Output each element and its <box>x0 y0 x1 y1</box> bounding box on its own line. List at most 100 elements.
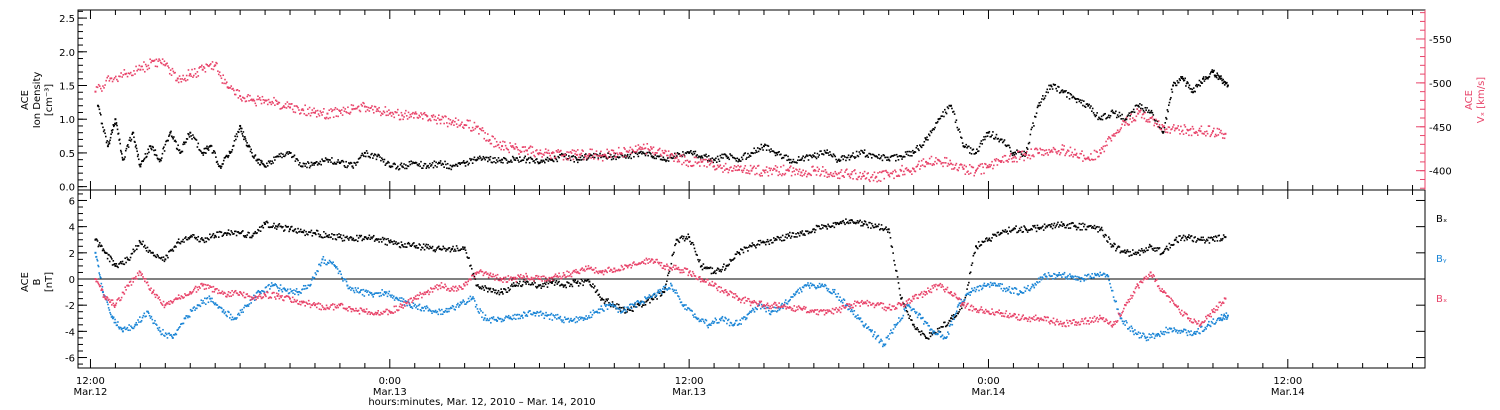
data-dot-p1-s0 <box>734 253 737 256</box>
data-dot-p1-s1 <box>163 335 166 337</box>
data-dot-p1-s0 <box>244 235 247 237</box>
data-dot-p0-s1 <box>949 159 951 162</box>
data-dot-p1-s0 <box>1009 230 1011 232</box>
data-point-p1-s0-49 <box>700 264 703 267</box>
data-dot-p0-s1 <box>184 79 187 82</box>
data-dot-p0-s0 <box>958 128 960 131</box>
data-point-p1-s0-52 <box>738 251 741 254</box>
data-dot-p0-s0 <box>685 152 688 155</box>
data-point-p0-s0-79 <box>1024 151 1027 154</box>
data-dot-p0-s0 <box>1081 99 1083 102</box>
data-dot-p1-s0 <box>404 243 406 245</box>
data-dot-p1-s0 <box>927 338 930 340</box>
data-dot-p0-s0 <box>1132 108 1135 111</box>
data-dot-p1-s0 <box>478 287 481 290</box>
data-dot-p0-s1 <box>141 65 143 68</box>
data-point-p1-s1-53 <box>745 317 748 320</box>
data-dot-p0-s0 <box>295 158 298 160</box>
data-dot-p1-s1 <box>604 305 607 308</box>
data-dot-p0-s1 <box>1193 131 1196 134</box>
data-dot-p1-s0 <box>184 237 186 240</box>
data-dot-p1-s0 <box>365 237 368 240</box>
data-dot-p1-s1 <box>416 305 418 307</box>
data-point-p1-s0-35 <box>526 280 528 283</box>
data-dot-p1-s1 <box>498 317 500 320</box>
data-dot-p1-s0 <box>274 225 277 227</box>
data-dot-p0-s1 <box>1079 152 1082 155</box>
data-dot-p1-s1 <box>96 258 98 261</box>
data-point-p1-s0-88 <box>1187 236 1190 239</box>
data-dot-p0-s1 <box>946 165 949 167</box>
data-dot-p1-s0 <box>447 247 450 249</box>
data-dot-p1-s1 <box>290 290 293 293</box>
data-dot-p0-s1 <box>484 132 486 134</box>
data-dot-p0-s1 <box>208 65 210 68</box>
data-dot-p0-s1 <box>530 152 533 154</box>
data-dot-p0-s0 <box>114 122 116 125</box>
data-dot-p0-s1 <box>502 140 504 143</box>
data-dot-p0-s1 <box>991 160 993 163</box>
data-dot-p0-s0 <box>319 160 322 163</box>
data-dot-p0-s1 <box>537 153 540 156</box>
data-dot-p0-s0 <box>156 157 159 160</box>
data-dot-p1-s0 <box>804 234 806 237</box>
data-dot-p0-s0 <box>1110 110 1113 113</box>
data-dot-p0-s0 <box>872 153 875 156</box>
data-dot-p1-s1 <box>457 302 459 305</box>
data-dot-p1-s0 <box>481 285 484 288</box>
data-dot-p1-s0 <box>136 245 139 247</box>
data-dot-p0-s0 <box>496 160 499 163</box>
data-dot-p1-s1 <box>116 324 118 326</box>
data-dot-p1-s0 <box>181 240 184 243</box>
data-dot-p0-s1 <box>354 108 356 110</box>
data-dot-p0-s1 <box>450 123 453 126</box>
data-dot-p0-s1 <box>586 154 589 157</box>
data-dot-p1-s0 <box>802 234 804 236</box>
data-dot-p1-s0 <box>503 288 505 290</box>
data-dot-p0-s1 <box>472 129 475 131</box>
data-dot-p1-s1 <box>696 318 699 321</box>
data-dot-p1-s1 <box>565 318 568 320</box>
data-dot-p1-s1 <box>589 311 592 314</box>
data-dot-p0-s1 <box>979 163 982 166</box>
data-dot-p1-s0 <box>827 223 829 226</box>
data-dot-p0-s0 <box>253 157 255 159</box>
data-dot-p0-s1 <box>229 87 232 89</box>
data-dot-p1-s0 <box>1083 223 1086 226</box>
data-dot-p1-s0 <box>555 279 558 282</box>
data-dot-p1-s1 <box>730 322 733 324</box>
data-dot-p0-s1 <box>938 160 941 162</box>
data-dot-p1-s0 <box>968 281 970 284</box>
data-dot-p0-s0 <box>778 150 780 153</box>
data-dot-p1-s0 <box>854 222 857 225</box>
data-dot-p1-s1 <box>677 295 679 297</box>
data-dot-p1-s0 <box>439 248 442 251</box>
data-dot-p0-s0 <box>787 155 789 158</box>
data-dot-p0-s0 <box>124 149 127 152</box>
data-point-p0-s1-13 <box>264 99 267 102</box>
data-dot-p0-s0 <box>336 161 339 163</box>
data-dot-p0-s1 <box>398 118 401 121</box>
data-dot-p1-s0 <box>140 243 143 245</box>
data-dot-p1-s0 <box>1123 251 1125 253</box>
data-dot-p0-s0 <box>977 150 980 152</box>
data-dot-p0-s1 <box>918 160 920 163</box>
data-dot-p1-s1 <box>257 289 260 292</box>
data-dot-p1-s1 <box>561 320 563 323</box>
data-dot-p1-s0 <box>710 272 713 275</box>
data-dot-p1-s0 <box>843 221 845 224</box>
data-point-p0-s1-20 <box>351 108 354 111</box>
data-dot-p0-s1 <box>98 85 101 87</box>
data-dot-p0-s0 <box>450 168 453 171</box>
data-dot-p1-s0 <box>135 245 137 247</box>
data-dot-p1-s0 <box>694 250 697 253</box>
data-dot-p1-s0 <box>943 321 945 324</box>
data-dot-p1-s0 <box>1005 231 1008 233</box>
data-dot-p1-s1 <box>301 288 303 291</box>
data-dot-p0-s0 <box>571 155 574 158</box>
data-dot-p1-s0 <box>381 236 384 239</box>
data-dot-p1-s1 <box>430 310 432 313</box>
data-dot-p1-s1 <box>509 316 512 318</box>
data-dot-p1-s1 <box>518 313 521 316</box>
data-dot-p0-s1 <box>853 169 855 172</box>
